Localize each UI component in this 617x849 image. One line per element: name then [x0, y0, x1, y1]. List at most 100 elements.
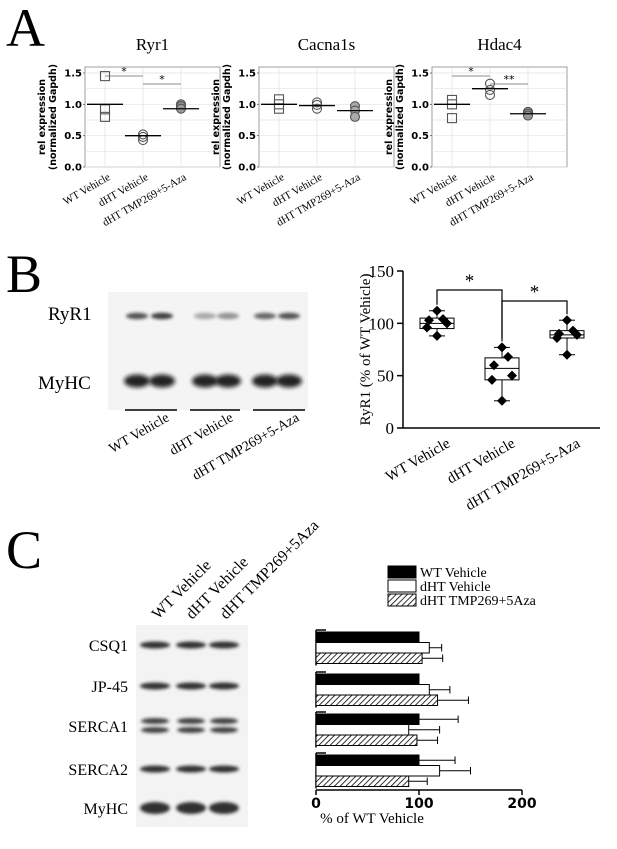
blot-row-label: SERCA1 — [68, 719, 128, 736]
blot-band — [176, 765, 206, 773]
bar — [315, 775, 410, 787]
y-tick-label: 0.5 — [411, 131, 429, 142]
blot-band — [210, 727, 238, 733]
blot-band — [177, 727, 205, 733]
x-tick-label: 0 — [311, 796, 321, 812]
blot-band-ryr1 — [217, 312, 239, 320]
data-point — [432, 330, 442, 341]
blot-band — [176, 682, 206, 690]
y-tick-label: 1.0 — [411, 100, 429, 111]
data-point — [137, 129, 149, 140]
blot-band-myhc — [124, 374, 150, 388]
significance-label: * — [121, 65, 127, 78]
legend-label: dHT TMP269+5Aza — [420, 594, 537, 609]
data-point — [497, 395, 507, 406]
y-tick-label: 50 — [377, 367, 394, 386]
blot-band-ryr1 — [126, 312, 148, 320]
data-point — [572, 329, 582, 340]
bar — [315, 754, 420, 766]
significance-bracket — [501, 300, 568, 338]
blot-band-myhc — [192, 374, 218, 388]
significance-label: * — [530, 282, 540, 303]
plot-title: Ryr1 — [136, 35, 169, 54]
blot-row-label: CSQ1 — [89, 638, 128, 655]
x-category-label: WT Vehicle — [383, 435, 453, 485]
blot-row-label: SERCA2 — [68, 762, 128, 779]
data-point — [446, 113, 458, 124]
data-point — [311, 97, 323, 108]
panel-letter-c: C — [6, 520, 42, 580]
bar — [315, 765, 441, 777]
blot-band — [141, 727, 169, 733]
blot-band — [176, 641, 206, 649]
blot-band — [141, 718, 169, 724]
y-axis-label: rel expression — [211, 79, 222, 155]
y-tick-label: 0 — [386, 419, 395, 438]
bar — [315, 642, 430, 654]
data-point — [487, 374, 497, 385]
y-tick-label: 1.0 — [64, 100, 82, 111]
significance-label: * — [159, 73, 165, 86]
data-point — [497, 342, 507, 353]
bar — [315, 673, 420, 685]
blot-band-ryr1 — [254, 312, 276, 320]
panel-letter-b: B — [6, 244, 42, 304]
legend-label: dHT Vehicle — [420, 580, 491, 595]
blot-label-ryr1: RyR1 — [48, 304, 92, 325]
blot-membrane — [108, 292, 308, 410]
legend-label: WT Vehicle — [420, 566, 487, 581]
bar — [315, 734, 418, 746]
bar — [315, 694, 439, 706]
bar — [315, 713, 420, 725]
y-tick-label: 100 — [369, 314, 395, 333]
blot-band-myhc — [149, 374, 175, 388]
blot-row-label: JP-45 — [92, 679, 128, 696]
data-point — [442, 318, 452, 329]
blot-band — [177, 718, 205, 724]
x-category-label: dHT TMP269+5-Aza — [463, 435, 583, 514]
panel-letter-a: A — [6, 0, 45, 58]
blot-band-ryr1 — [194, 312, 216, 320]
plot-title: Cacna1s — [298, 35, 356, 54]
y-axis-label: RyR1 (% of WT Vehicle) — [358, 274, 374, 426]
blot-band-myhc — [215, 374, 241, 388]
blot-band — [140, 765, 170, 773]
data-point — [137, 131, 149, 142]
y-tick-label: 0.0 — [411, 163, 429, 174]
y-tick-label: 0.5 — [238, 131, 256, 142]
y-tick-label: 1.5 — [64, 69, 82, 80]
data-point — [562, 349, 572, 360]
data-point — [484, 89, 496, 100]
significance-bracket — [436, 289, 503, 342]
blot-band-ryr1 — [278, 312, 300, 320]
data-point — [432, 305, 442, 316]
blot-band — [140, 682, 170, 690]
bar — [315, 724, 410, 736]
data-point — [503, 351, 513, 362]
bar — [315, 652, 423, 664]
box — [549, 330, 585, 339]
data-point — [484, 84, 496, 95]
data-point — [422, 322, 432, 333]
y-axis-label: rel expression — [384, 79, 395, 155]
blot-row-label: MyHC — [84, 801, 128, 818]
y-axis-label: (normalized Gapdh) — [222, 64, 233, 170]
significance-label: * — [465, 271, 475, 292]
y-tick-label: 0.0 — [64, 163, 82, 174]
y-tick-label: 150 — [369, 262, 395, 281]
bar — [315, 631, 420, 643]
data-point — [349, 111, 361, 122]
plot-frame — [258, 66, 395, 168]
y-axis-label: (normalized Gapdh) — [395, 64, 406, 170]
data-point — [552, 332, 562, 343]
y-tick-label: 0.5 — [64, 131, 82, 142]
bar — [315, 684, 430, 696]
data-point — [424, 315, 434, 326]
data-point — [99, 111, 111, 122]
blot-band — [140, 802, 170, 814]
blot-band — [140, 641, 170, 649]
